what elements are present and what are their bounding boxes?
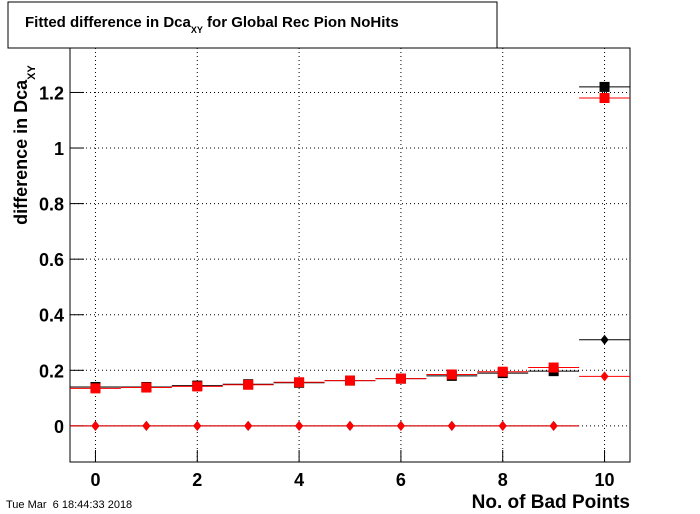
marker-square (141, 382, 152, 393)
marker-square (345, 375, 355, 386)
marker-diamond (549, 420, 558, 431)
y-tick-label: 0.6 (39, 250, 64, 270)
marker-diamond (498, 420, 507, 431)
x-tick-label: 0 (90, 470, 100, 490)
title-box (7, 1, 498, 49)
title-end: for Global Rec Pion NoHits (203, 14, 399, 31)
marker-diamond (600, 334, 609, 345)
y-label-text: difference in Dca (11, 79, 31, 225)
marker-square (90, 383, 101, 394)
y-axis-label: difference in DcaXY (11, 64, 38, 224)
marker-diamond (447, 420, 456, 431)
marker-square (395, 373, 406, 384)
x-tick-label: 2 (192, 470, 202, 490)
chart-title: Fitted difference in DcaXY for Global Re… (25, 14, 399, 35)
x-tick-label: 10 (595, 470, 615, 490)
y-tick-label: 1.2 (39, 83, 64, 103)
plot-frame (69, 47, 631, 463)
marker-square (497, 366, 508, 377)
marker-diamond (396, 420, 405, 431)
marker-diamond (600, 371, 609, 382)
y-tick-label: 1 (54, 139, 64, 159)
title-text: Fitted difference in Dca (25, 14, 192, 31)
marker-diamond (346, 420, 354, 431)
x-tick-label: 6 (396, 470, 406, 490)
marker-square (548, 362, 559, 373)
marker-square (294, 377, 305, 388)
marker-diamond (193, 420, 202, 431)
x-axis-label: No. of Bad Points (472, 492, 630, 513)
marker-square (599, 81, 610, 92)
marker-diamond (142, 420, 151, 431)
y-label-subscript: XY (26, 64, 38, 79)
marker-square (446, 369, 457, 380)
marker-diamond (295, 420, 304, 431)
y-tick-label: 0.4 (39, 306, 64, 326)
marker-diamond (91, 420, 100, 431)
y-tick-label: 0.8 (39, 195, 64, 215)
y-tick-label: 0 (54, 417, 64, 437)
marker-square (192, 381, 203, 392)
x-tick-label: 8 (498, 470, 508, 490)
title-subscript: XY (191, 25, 203, 35)
marker-square (599, 93, 610, 104)
marker-square (243, 379, 254, 390)
x-tick-label: 4 (294, 470, 304, 490)
marker-diamond (244, 420, 253, 431)
timestamp: Tue Mar 6 18:44:33 2018 (6, 499, 132, 511)
y-tick-label: 0.2 (39, 361, 64, 381)
